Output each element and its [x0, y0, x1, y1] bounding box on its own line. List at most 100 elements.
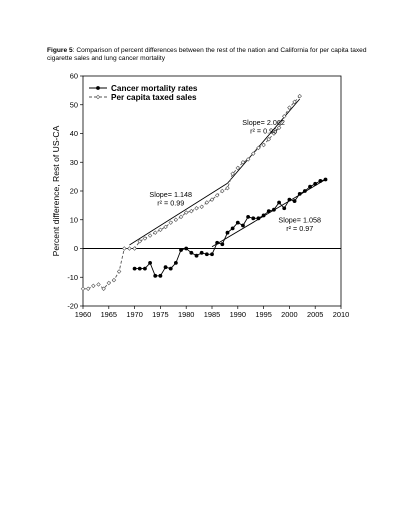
data-point-sales: [137, 239, 142, 244]
regression-line: [129, 182, 228, 246]
data-point-mortality: [313, 181, 318, 186]
x-tick-label: 2005: [307, 310, 323, 319]
data-point-sales: [189, 208, 194, 214]
figure-caption: Figure 5: Comparison of percent differen…: [47, 47, 367, 64]
data-point-mortality: [302, 189, 307, 193]
caption-text: : Comparison of percent differences betw…: [47, 47, 367, 63]
data-point-sales: [142, 236, 148, 241]
data-point-sales: [271, 131, 277, 136]
data-point-sales: [261, 142, 266, 148]
data-point-sales: [256, 145, 261, 151]
data-point-sales: [101, 286, 106, 291]
data-point-mortality: [179, 248, 183, 252]
data-point-mortality: [132, 266, 137, 271]
x-tick-label: 1980: [178, 310, 194, 319]
x-tick-label: 1965: [101, 310, 117, 319]
data-point-mortality: [241, 223, 245, 228]
data-point-mortality: [143, 266, 147, 271]
data-point-mortality: [251, 216, 256, 221]
x-tick-label: 1970: [126, 310, 142, 319]
figure-label: Figure 5: [47, 47, 73, 54]
slope-annotation: r² = 0.97: [286, 224, 313, 233]
data-point-sales: [282, 114, 287, 119]
data-point-mortality: [235, 220, 240, 225]
data-point-sales: [132, 246, 137, 251]
data-point-mortality: [308, 184, 312, 189]
x-tick-label: 1990: [230, 310, 246, 319]
legend-marker-mortality: [96, 86, 100, 90]
slope-annotation: r² = 0.98: [250, 126, 277, 135]
data-point-mortality: [292, 199, 297, 203]
data-point-mortality: [158, 273, 163, 278]
data-point-mortality: [261, 213, 266, 218]
data-point-sales: [220, 188, 225, 194]
y-tick-label: 30: [70, 158, 78, 167]
data-point-mortality: [189, 250, 194, 255]
data-point-sales: [80, 286, 86, 291]
data-point-mortality: [272, 207, 276, 212]
data-point-mortality: [297, 191, 302, 196]
axes: 1960 1965 1970 1975 1980 1985 1990 1995 2000 2005…: [67, 72, 349, 319]
data-point-sales: [276, 125, 282, 130]
y-tick-label: -10: [67, 273, 78, 282]
data-point-mortality: [137, 266, 142, 271]
data-point-sales: [168, 220, 173, 225]
data-point-mortality: [173, 260, 178, 265]
x-tick-label: 1985: [204, 310, 220, 319]
plot-frame: [82, 75, 342, 307]
data-point-sales: [292, 99, 297, 105]
legend-label-sales: Per capita taxed sales: [111, 93, 197, 102]
data-point-sales: [251, 151, 256, 156]
legend-marker-sales: [95, 94, 101, 100]
data-point-sales: [204, 200, 210, 205]
data-point-mortality: [168, 266, 173, 271]
slope-annotation: Slope= 1.058: [278, 216, 321, 225]
data-point-sales: [96, 282, 101, 287]
data-point-sales: [297, 93, 302, 99]
data-point-sales: [116, 269, 122, 274]
data-point-sales: [122, 246, 127, 251]
data-point-mortality: [199, 250, 204, 255]
data-point-sales: [91, 283, 96, 289]
y-tick-label: 40: [70, 129, 78, 138]
data-point-sales: [225, 185, 230, 191]
data-point-mortality: [215, 240, 220, 245]
slope-annotation: Slope= 2.062: [242, 118, 285, 127]
y-tick-label: 50: [70, 100, 78, 109]
data-point-sales: [214, 193, 220, 198]
data-point-sales: [158, 227, 163, 233]
data-point-mortality: [256, 216, 261, 221]
x-tick-label: 1975: [152, 310, 168, 319]
data-point-sales: [111, 277, 117, 283]
y-tick-label: 60: [70, 72, 78, 81]
data-point-sales: [153, 230, 158, 235]
data-point-mortality: [282, 206, 287, 211]
x-tick-label: 2010: [333, 310, 349, 319]
data-point-sales: [230, 171, 235, 176]
data-point-sales: [173, 217, 179, 222]
data-point-sales: [183, 210, 189, 215]
x-tick-label: 2000: [281, 310, 297, 319]
data-point-mortality: [287, 197, 292, 202]
y-tick-label: 20: [70, 187, 78, 196]
data-point-mortality: [323, 177, 328, 182]
slope-annotation: Slope= 1.148: [149, 190, 192, 199]
data-point-sales: [287, 105, 292, 110]
x-tick-label: 1995: [255, 310, 271, 319]
x-tick-label: 1960: [75, 310, 91, 319]
data-point-sales: [163, 224, 168, 230]
data-point-sales: [245, 157, 251, 162]
data-point-sales: [209, 197, 215, 202]
data-point-sales: [266, 137, 271, 142]
data-point-mortality: [225, 230, 230, 235]
data-point-mortality: [246, 214, 251, 219]
data-point-mortality: [318, 179, 323, 183]
data-point-mortality: [163, 265, 168, 270]
data-point-sales: [235, 165, 241, 171]
y-tick-label: -20: [67, 302, 78, 311]
data-point-sales: [178, 214, 184, 220]
data-point-sales: [85, 286, 91, 291]
data-point-sales: [147, 233, 153, 238]
series: [80, 93, 328, 291]
data-point-mortality: [266, 209, 271, 214]
